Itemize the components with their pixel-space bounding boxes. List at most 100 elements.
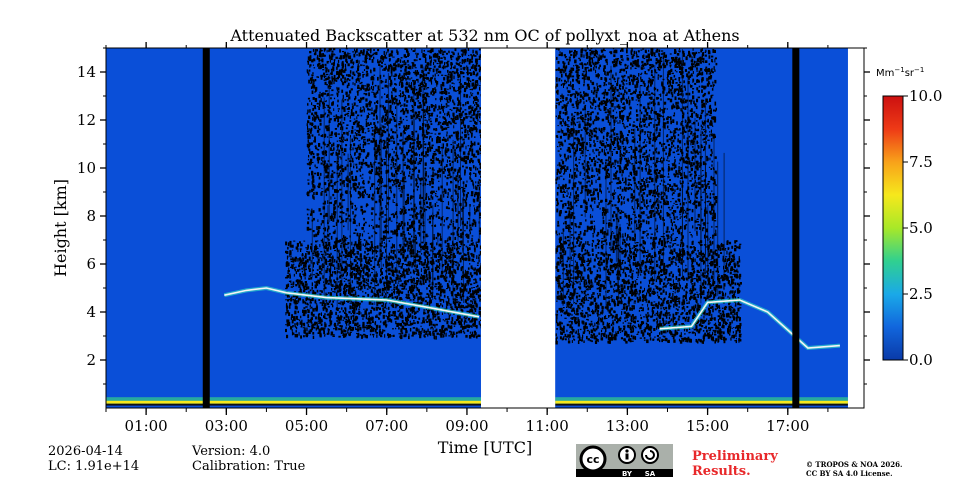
noise-streak <box>437 232 439 243</box>
x-tick-label: 05:00 <box>285 417 328 435</box>
noise-streak <box>402 131 404 249</box>
date-label: 2026-04-14 <box>48 444 123 459</box>
chart-title: Attenuated Backscatter at 532 nm OC of p… <box>229 26 739 45</box>
y-tick-label: 12 <box>77 111 96 129</box>
noise-streak <box>573 121 575 304</box>
noise-streak <box>441 143 443 274</box>
footer-left: 2026-04-14 LC: 1.91e+14 <box>48 444 139 474</box>
x-tick-label: 17:00 <box>766 417 809 435</box>
noise-streak <box>562 230 564 298</box>
noise-streak <box>374 129 376 305</box>
noise-streak <box>694 118 696 232</box>
y-tick-label: 10 <box>77 159 96 177</box>
x-tick-label: 11:00 <box>526 417 569 435</box>
colorbar: Mm−1sr−1 0.0 2.5 5.0 7.5 10.0 <box>876 66 942 369</box>
noise-streak <box>349 136 351 294</box>
y-tick-label: 2 <box>86 351 96 369</box>
noise-streak <box>705 162 706 275</box>
noise-streak <box>707 204 709 277</box>
copyright-notice: © TROPOS & NOA 2026. CC BY SA 4.0 Licens… <box>806 460 903 478</box>
data-segment <box>555 397 848 406</box>
boundary-layer-core <box>555 400 848 404</box>
noise-streak <box>662 55 664 272</box>
colorbar-tick-label: 5.0 <box>909 219 933 237</box>
colorbar-tick-label: 7.5 <box>909 153 933 171</box>
noise-streak <box>386 139 387 305</box>
y-axis: 2 4 6 8 10 12 14 <box>77 47 870 385</box>
noise-streak <box>323 97 325 306</box>
noise-streak <box>463 184 464 303</box>
preliminary-notice: Preliminary Results. <box>692 449 778 479</box>
no-data-gap <box>480 48 556 408</box>
x-tick-label: 03:00 <box>205 417 248 435</box>
noise-streak <box>327 205 329 247</box>
missing-profile-bar <box>202 48 210 408</box>
boundary-layer-edge <box>106 403 481 406</box>
noise-streak <box>584 108 586 218</box>
noise-streak <box>413 118 415 258</box>
colorbar-bar <box>882 95 904 361</box>
cc-logo-icon <box>579 445 607 473</box>
noise-streak <box>341 99 343 284</box>
y-tick-label: 14 <box>77 63 96 81</box>
noise-streak <box>328 73 330 223</box>
boundary-layer-core <box>106 400 481 404</box>
noise-streak <box>569 211 571 282</box>
noise-streak <box>617 206 619 293</box>
noise-streak <box>469 206 471 231</box>
noise-streak <box>654 65 656 280</box>
noise-streak <box>618 228 619 297</box>
x-tick-label: 09:00 <box>445 417 488 435</box>
x-tick-label: 15:00 <box>686 417 729 435</box>
noise-streak <box>717 161 719 296</box>
noise-streak <box>379 65 381 260</box>
plot-frame <box>105 47 865 409</box>
license-badge: cc BY SA <box>576 444 673 478</box>
noise-streak <box>423 105 424 244</box>
calibration-label: Calibration: True <box>192 459 306 474</box>
noise-streak <box>610 65 612 252</box>
noise-streak <box>403 180 405 262</box>
no-data-tail <box>847 48 864 408</box>
y-tick-label: 6 <box>86 255 96 273</box>
x-tick-label: 07:00 <box>365 417 408 435</box>
y-tick-label: 4 <box>86 303 96 321</box>
colorbar-tick-label: 2.5 <box>909 285 933 303</box>
x-tick-label: 01:00 <box>124 417 167 435</box>
noise-streak <box>380 124 382 271</box>
noise-streak <box>452 139 454 299</box>
colorbar-tick-label: 0.0 <box>909 351 933 369</box>
version-label: Version: 4.0 <box>192 444 271 459</box>
noise-streak <box>723 152 725 276</box>
noise-streak <box>457 172 459 241</box>
noise-streak <box>634 128 636 244</box>
noise-streak <box>639 85 641 275</box>
data-segment <box>106 397 481 406</box>
x-axis: 01:00 03:00 05:00 07:00 09:00 11:00 13:00 15:00… <box>105 42 829 435</box>
noise-streak <box>420 177 422 253</box>
aerosol-layer <box>659 299 840 349</box>
noise-streak <box>681 49 683 234</box>
noise-streak <box>424 169 426 258</box>
plot-area <box>106 48 864 408</box>
noise-streak <box>700 144 702 304</box>
noise-streak <box>460 75 461 227</box>
sa-sharealike-icon <box>641 446 659 464</box>
noise-streak <box>615 214 617 262</box>
noise-streak <box>687 73 689 282</box>
footer-middle: Version: 4.0 Calibration: True <box>192 444 305 474</box>
noise-streak <box>347 153 349 231</box>
colorbar-ticks: 0.0 2.5 5.0 7.5 10.0 <box>903 87 942 369</box>
noise-streak <box>396 100 398 279</box>
missing-profile-bar <box>792 48 800 408</box>
noise-streak <box>478 181 480 239</box>
x-axis-label: Time [UTC] <box>438 438 532 457</box>
y-tick-label: 8 <box>86 207 96 225</box>
noise-streak <box>311 213 313 278</box>
noise-streak <box>619 223 621 277</box>
colorbar-tick-label: 10.0 <box>909 87 942 105</box>
y-axis-label: Height [km] <box>51 179 70 277</box>
boundary-layer-edge <box>555 403 848 406</box>
aerosol-layer <box>224 287 480 318</box>
